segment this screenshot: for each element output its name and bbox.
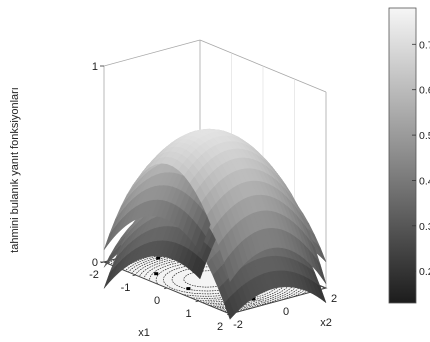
- x-tick-mark: [132, 274, 136, 277]
- surface-patch: [224, 255, 235, 283]
- colorbar-tick-label: 0.3: [419, 221, 430, 233]
- surface-layer: [103, 128, 327, 284]
- colorbar-tick-label: 0.2: [419, 266, 430, 278]
- y-tick-label: 2: [331, 293, 337, 305]
- z-tick-label: 0: [92, 257, 98, 269]
- x-tick-label: 1: [185, 308, 191, 320]
- x-tick-mark: [226, 313, 231, 316]
- design-point-marker: [154, 272, 159, 276]
- design-point-marker: [186, 287, 191, 291]
- colorbar: 0.2 0.3 0.4 0.5 0.6 0.7: [388, 7, 430, 304]
- surface-patch: [224, 298, 235, 320]
- colorbar-tick-label: 0.4: [419, 176, 430, 188]
- colorbar-gradient: [388, 7, 417, 304]
- y-axis-label: x2: [320, 317, 332, 329]
- x-tick-label: -2: [89, 269, 99, 281]
- contour-line: [171, 266, 246, 292]
- x-axis-label: x1: [138, 327, 150, 339]
- z-axis-label: tahmini bulanık yanıt fonksiyonları: [9, 87, 21, 253]
- design-point-marker: [251, 297, 256, 301]
- x-tick-label: -1: [121, 282, 131, 294]
- y-tick-label: -2: [233, 319, 243, 331]
- x-tick-mark: [195, 300, 199, 303]
- design-point-marker: [156, 256, 161, 260]
- x-tick-label: 2: [217, 321, 223, 333]
- colorbar-tick-label: 0.7: [419, 39, 430, 51]
- box-edge: [103, 39, 201, 67]
- colorbar-tick-label: 0.6: [419, 85, 430, 97]
- x-tick-mark: [163, 287, 168, 290]
- response-surfaces: [103, 128, 327, 320]
- x-tick-label: 0: [154, 295, 160, 307]
- colorbar-tick-label: 0.5: [419, 130, 430, 142]
- y-tick-label: 0: [283, 306, 289, 318]
- z-tick-label: 1: [92, 61, 98, 73]
